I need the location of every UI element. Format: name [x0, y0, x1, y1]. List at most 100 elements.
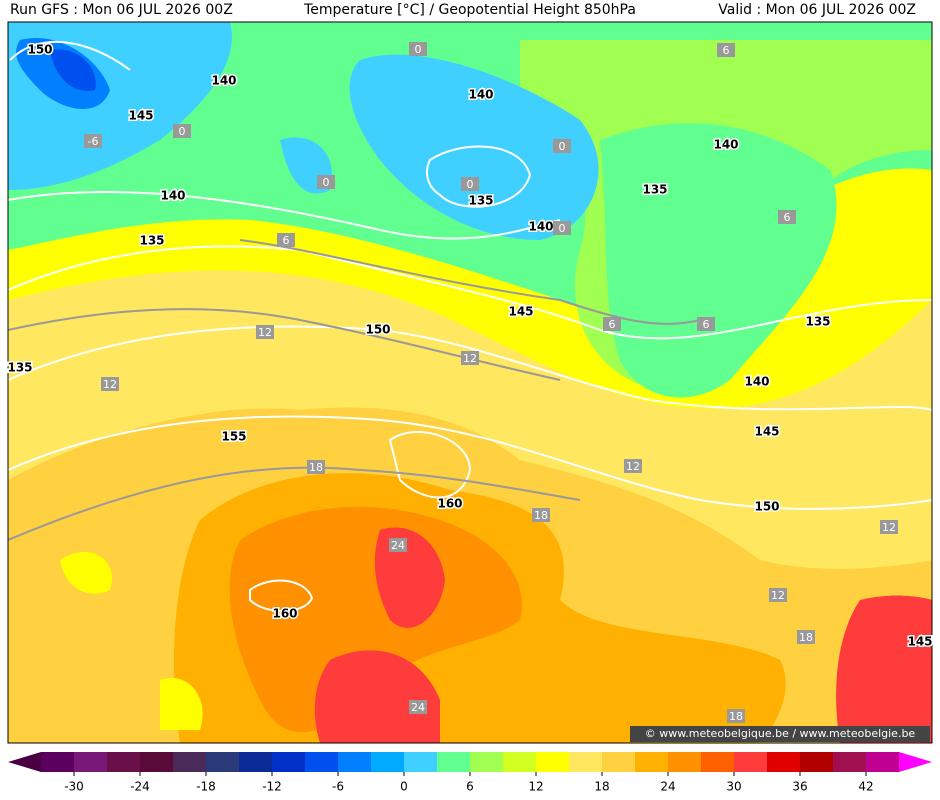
colorbar-swatch — [41, 752, 75, 772]
height-label: 145 — [128, 109, 153, 123]
colorbar-swatch — [338, 752, 372, 772]
temperature-label: 12 — [882, 521, 896, 534]
temperature-label: 0 — [559, 222, 566, 235]
height-label: 140 — [713, 138, 738, 152]
temperature-label-box — [409, 42, 427, 56]
temperature-label-box — [307, 460, 325, 474]
temperature-label-box — [256, 325, 274, 339]
temperature-label-box — [624, 459, 642, 473]
temperature-label: 6 — [703, 318, 710, 331]
height-label: 160 — [272, 607, 297, 621]
colorbar-swatch — [635, 752, 669, 772]
colorbar-swatch — [173, 752, 207, 772]
colorbar-tick-label: -30 — [64, 780, 84, 794]
temperature-label-box — [461, 177, 479, 191]
temperature-label-box — [769, 588, 787, 602]
colorbar-swatch — [734, 752, 768, 772]
height-label: 135 — [468, 194, 493, 208]
temperature-label-box — [84, 134, 102, 148]
temperature-label-box — [880, 520, 898, 534]
temperature-label-box — [727, 709, 745, 723]
temperature-label: 12 — [103, 378, 117, 391]
temperature-label: 12 — [258, 326, 272, 339]
temperature-label: 18 — [534, 509, 548, 522]
height-label: 145 — [907, 635, 932, 649]
temperature-label-box — [101, 377, 119, 391]
colorbar-tick-label: -18 — [196, 780, 216, 794]
height-label: 145 — [754, 425, 779, 439]
temperature-label-box — [553, 221, 571, 235]
height-label: 150 — [754, 500, 779, 514]
colorbar-swatch — [470, 752, 504, 772]
colorbar-tick-label: 12 — [528, 780, 543, 794]
colorbar-swatch — [371, 752, 405, 772]
colorbar-tick-label: 18 — [594, 780, 609, 794]
temperature-label-box — [532, 508, 550, 522]
run-label: Run GFS : Mon 06 JUL 2026 00Z — [10, 2, 233, 18]
colorbar-swatch — [74, 752, 108, 772]
temperature-label-box — [778, 210, 796, 224]
colorbar-swatch — [140, 752, 174, 772]
height-label: 135 — [642, 183, 667, 197]
temperature-label: 6 — [609, 318, 616, 331]
temperature-label: 18 — [799, 631, 813, 644]
temperature-label-box — [603, 317, 621, 331]
temperature-label-box — [461, 351, 479, 365]
height-label: 140 — [211, 74, 236, 88]
temperature-label: 0 — [179, 125, 186, 138]
colorbar-swatch — [800, 752, 834, 772]
height-label: 150 — [27, 43, 52, 57]
colorbar-swatch — [767, 752, 801, 772]
map-title: Temperature [°C] / Geopotential Height 8… — [303, 2, 636, 18]
temperature-label: 0 — [559, 140, 566, 153]
temperature-label: 6 — [283, 234, 290, 247]
height-label: 140 — [744, 375, 769, 389]
colorbar-over — [899, 752, 932, 772]
temperature-label: 18 — [729, 710, 743, 723]
colorbar-tick-label: -6 — [332, 780, 344, 794]
colorbar-swatch — [536, 752, 570, 772]
temperature-label: 6 — [723, 44, 730, 57]
colorbar-swatch — [437, 752, 471, 772]
temperature-label: 6 — [784, 211, 791, 224]
colorbar-under — [8, 752, 41, 772]
colorbar-tick-label: 24 — [660, 780, 675, 794]
height-label: 140 — [528, 220, 553, 234]
colorbar-tick-label: 30 — [726, 780, 741, 794]
colorbar-tick-label: -12 — [262, 780, 282, 794]
temperature-label: 12 — [771, 589, 785, 602]
temperature-label-box — [409, 700, 427, 714]
colorbar-swatch — [668, 752, 702, 772]
colorbar-swatch — [569, 752, 603, 772]
temperature-label: 0 — [323, 176, 330, 189]
colorbar-swatch — [503, 752, 537, 772]
colorbar-tick-label: 0 — [400, 780, 408, 794]
watermark-box — [630, 726, 930, 742]
temperature-label-box — [389, 538, 407, 552]
colorbar-swatch — [701, 752, 735, 772]
temperature-label-box — [553, 139, 571, 153]
colorbar-swatch — [272, 752, 306, 772]
temperature-label: 12 — [463, 352, 477, 365]
colorbar-swatch — [107, 752, 141, 772]
colorbar-tick-label: 6 — [466, 780, 474, 794]
height-label: 135 — [7, 361, 32, 375]
height-label: 140 — [468, 88, 493, 102]
colorbar: -30 -24 -18 -12 -6 0 6 12 18 24 30 36 42 — [8, 752, 932, 794]
height-label: 145 — [508, 305, 533, 319]
temperature-label-box — [697, 317, 715, 331]
temperature-label: 12 — [626, 460, 640, 473]
height-label: 140 — [160, 189, 185, 203]
temperature-label: 24 — [411, 701, 425, 714]
height-label: 155 — [221, 430, 246, 444]
height-label: 160 — [437, 497, 462, 511]
colorbar-swatch — [239, 752, 273, 772]
temperature-label: 0 — [415, 43, 422, 56]
temperature-label-box — [717, 43, 735, 57]
watermark: © www.meteobelgique.be / www.meteobelgie… — [645, 727, 916, 740]
height-label: 135 — [805, 315, 830, 329]
temperature-label: 24 — [391, 539, 405, 552]
colorbar-swatch — [305, 752, 339, 772]
colorbar-tick-label: 36 — [792, 780, 807, 794]
